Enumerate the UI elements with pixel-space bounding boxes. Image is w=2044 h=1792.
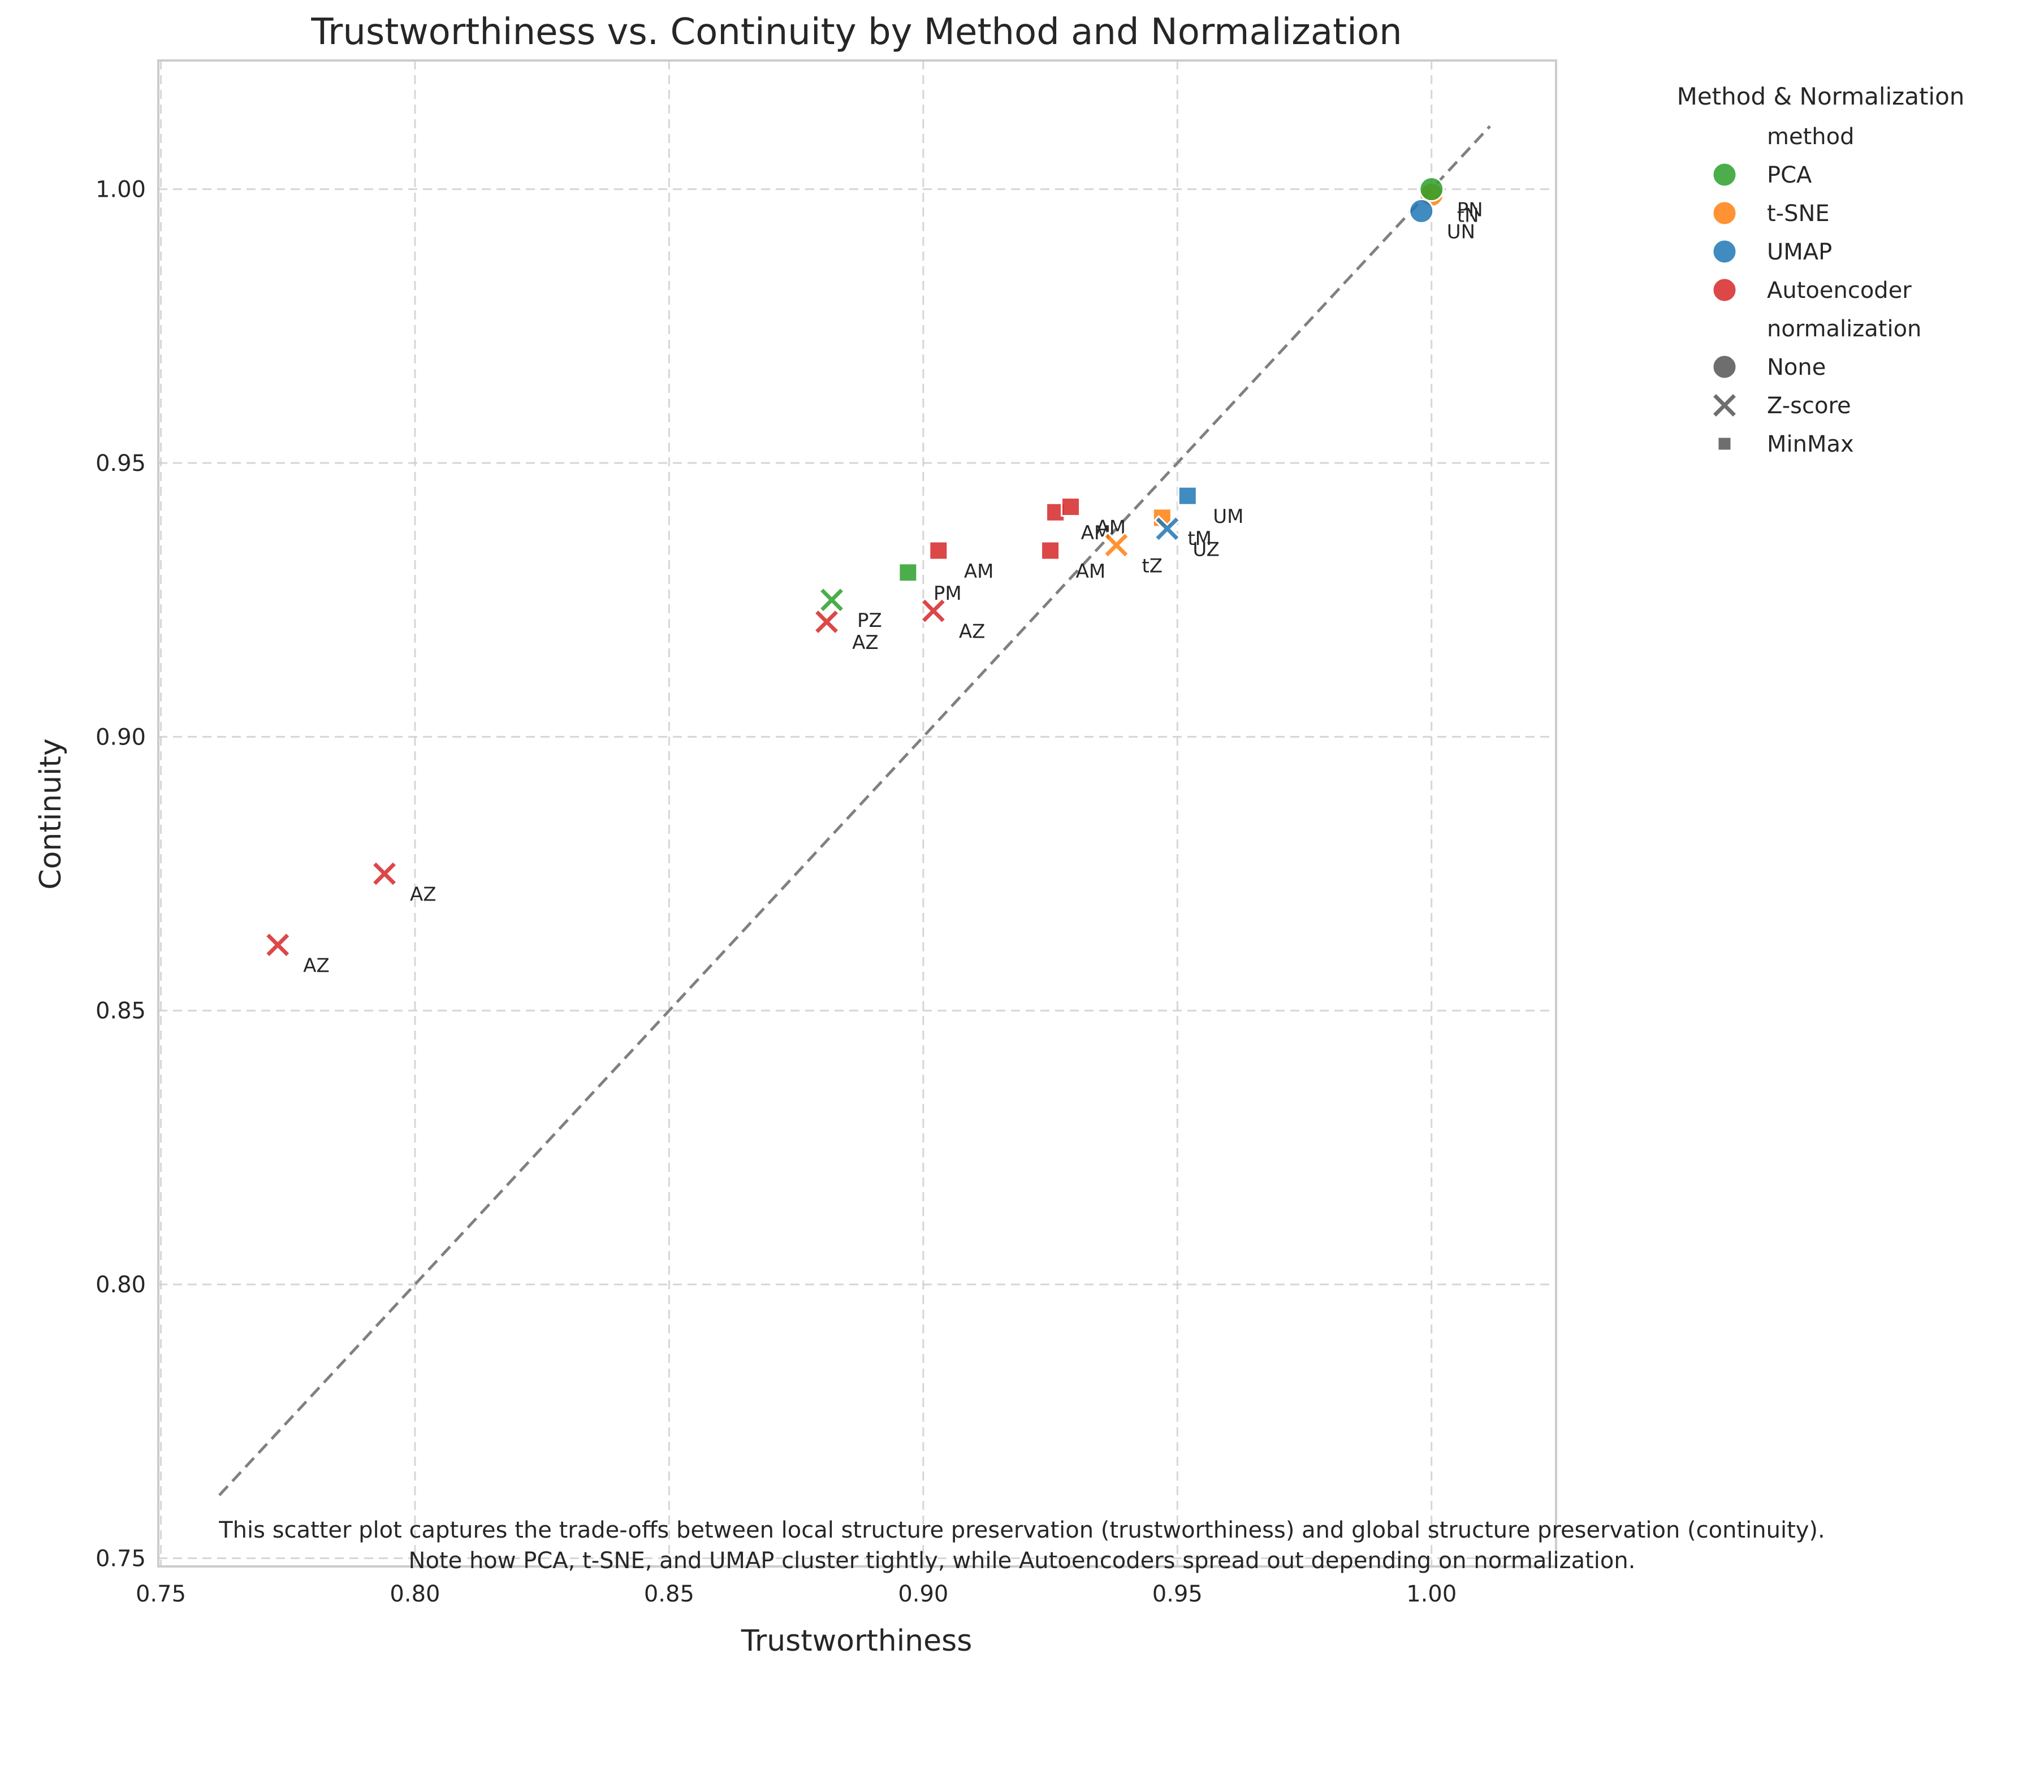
legend-marker xyxy=(1712,277,1738,303)
point-marker xyxy=(1103,531,1130,559)
point-label: tN xyxy=(1457,204,1479,227)
point-marker xyxy=(928,540,949,561)
point-label: AZ xyxy=(410,884,437,906)
legend-label: None xyxy=(1767,354,1826,380)
point-label: tZ xyxy=(1142,555,1163,577)
diagonal-reference-line xyxy=(218,125,1491,1496)
point-marker xyxy=(1061,497,1081,517)
scatter-point: UN xyxy=(1408,198,1475,243)
legend-label: PCA xyxy=(1767,162,1812,188)
point-marker xyxy=(1040,540,1061,561)
legend-marker xyxy=(1712,200,1738,226)
point-label: AZ xyxy=(959,621,986,643)
y-tick-label: 0.85 xyxy=(96,998,146,1024)
point-label: tM xyxy=(1187,527,1212,550)
legend-item-normalization: None xyxy=(1712,354,1826,380)
point-marker xyxy=(813,608,841,636)
legend-label: MinMax xyxy=(1767,431,1854,457)
legend-marker xyxy=(1712,239,1738,265)
x-tick-label: 0.85 xyxy=(644,1581,694,1607)
legend-label: UMAP xyxy=(1767,239,1832,265)
scatter-point: AM xyxy=(928,540,994,583)
point-label: AZ xyxy=(852,631,879,654)
scatter-point: AM xyxy=(1061,497,1126,539)
x-tick-label: 1.00 xyxy=(1406,1581,1457,1607)
x-tick-label: 0.90 xyxy=(898,1581,948,1607)
point-label: UM xyxy=(1213,505,1243,528)
caption-line-1: This scatter plot captures the trade-off… xyxy=(219,1517,1825,1543)
legend-marker xyxy=(1717,436,1732,452)
y-tick-label: 1.00 xyxy=(96,177,146,203)
y-tick-label: 0.75 xyxy=(96,1546,146,1572)
y-tick-label: 0.80 xyxy=(96,1272,146,1298)
legend-item-normalization: Z-score xyxy=(1710,391,1851,419)
legend-item-method: PCA xyxy=(1712,162,1812,188)
scatter-point: AM xyxy=(1040,540,1106,583)
chart-title: Trustworthiness vs. Continuity by Method… xyxy=(310,11,1402,53)
x-tick-label: 0.95 xyxy=(1152,1581,1203,1607)
legend-item-method: t-SNE xyxy=(1712,200,1830,227)
legend-marker xyxy=(1712,354,1738,380)
y-axis-label: Continuity xyxy=(34,738,68,889)
point-label: AM xyxy=(964,560,994,583)
x-tick-label: 0.80 xyxy=(390,1581,440,1607)
scatter-point: PN xyxy=(1419,176,1483,222)
legend: Method & Normalization method PCA t-SNE UMAP… xyxy=(1677,83,1965,457)
point-marker xyxy=(898,562,918,583)
point-label: PN xyxy=(1457,199,1483,222)
point-label: AM xyxy=(1081,522,1111,544)
point-marker xyxy=(1408,198,1434,224)
point-marker xyxy=(264,931,292,959)
legend-label: t-SNE xyxy=(1767,201,1830,227)
point-marker xyxy=(818,586,846,614)
x-axis-label: Trustworthiness xyxy=(741,1624,973,1658)
legend-item-normalization: MinMax xyxy=(1717,431,1854,457)
scatter-point: AZ xyxy=(264,931,330,977)
legend-item-method: UMAP xyxy=(1712,239,1832,265)
chart-caption: This scatter plot captures the trade-off… xyxy=(0,1515,2044,1576)
point-label: AZ xyxy=(303,954,330,977)
caption-line-2: Note how PCA, t-SNE, and UMAP cluster ti… xyxy=(408,1548,1636,1574)
scatter-point: tZ xyxy=(1103,531,1163,577)
plot-frame xyxy=(157,59,1557,1568)
point-marker xyxy=(919,597,947,625)
legend-marker xyxy=(1712,162,1738,188)
legend-item-method: Autoencoder xyxy=(1712,277,1912,304)
scatter-point: PZ xyxy=(818,586,882,632)
legend-method-header: method xyxy=(1767,124,1854,150)
point-label: UN xyxy=(1447,220,1475,243)
legend-marker xyxy=(1710,391,1739,419)
point-label: PM xyxy=(934,582,962,605)
point-marker xyxy=(370,860,399,888)
point-marker xyxy=(1419,176,1445,202)
plot-area: 0.75 0.80 0.85 0.90 0.95 1.00 0.75 0.80 0.85 0.90… xyxy=(96,59,1557,1607)
point-marker xyxy=(1177,486,1198,506)
point-label: AM xyxy=(1076,560,1106,583)
scatter-point: AZ xyxy=(919,597,986,643)
legend-title: Method & Normalization xyxy=(1677,83,1965,110)
scatter-point: UZ xyxy=(1153,515,1220,561)
point-label: PZ xyxy=(857,609,882,632)
point-marker xyxy=(1153,515,1181,543)
x-tick-label: 0.75 xyxy=(136,1581,186,1607)
y-tick-label: 0.90 xyxy=(96,724,146,750)
legend-label: Autoencoder xyxy=(1767,278,1912,304)
scatter-point: AZ xyxy=(370,860,437,906)
y-tick-label: 0.95 xyxy=(96,451,146,477)
legend-normalization-header: normalization xyxy=(1767,316,1921,342)
scatter-point: AZ xyxy=(813,608,879,654)
scatter-point: UM xyxy=(1177,486,1244,528)
legend-label: Z-score xyxy=(1767,393,1851,419)
point-label: UZ xyxy=(1192,538,1220,561)
